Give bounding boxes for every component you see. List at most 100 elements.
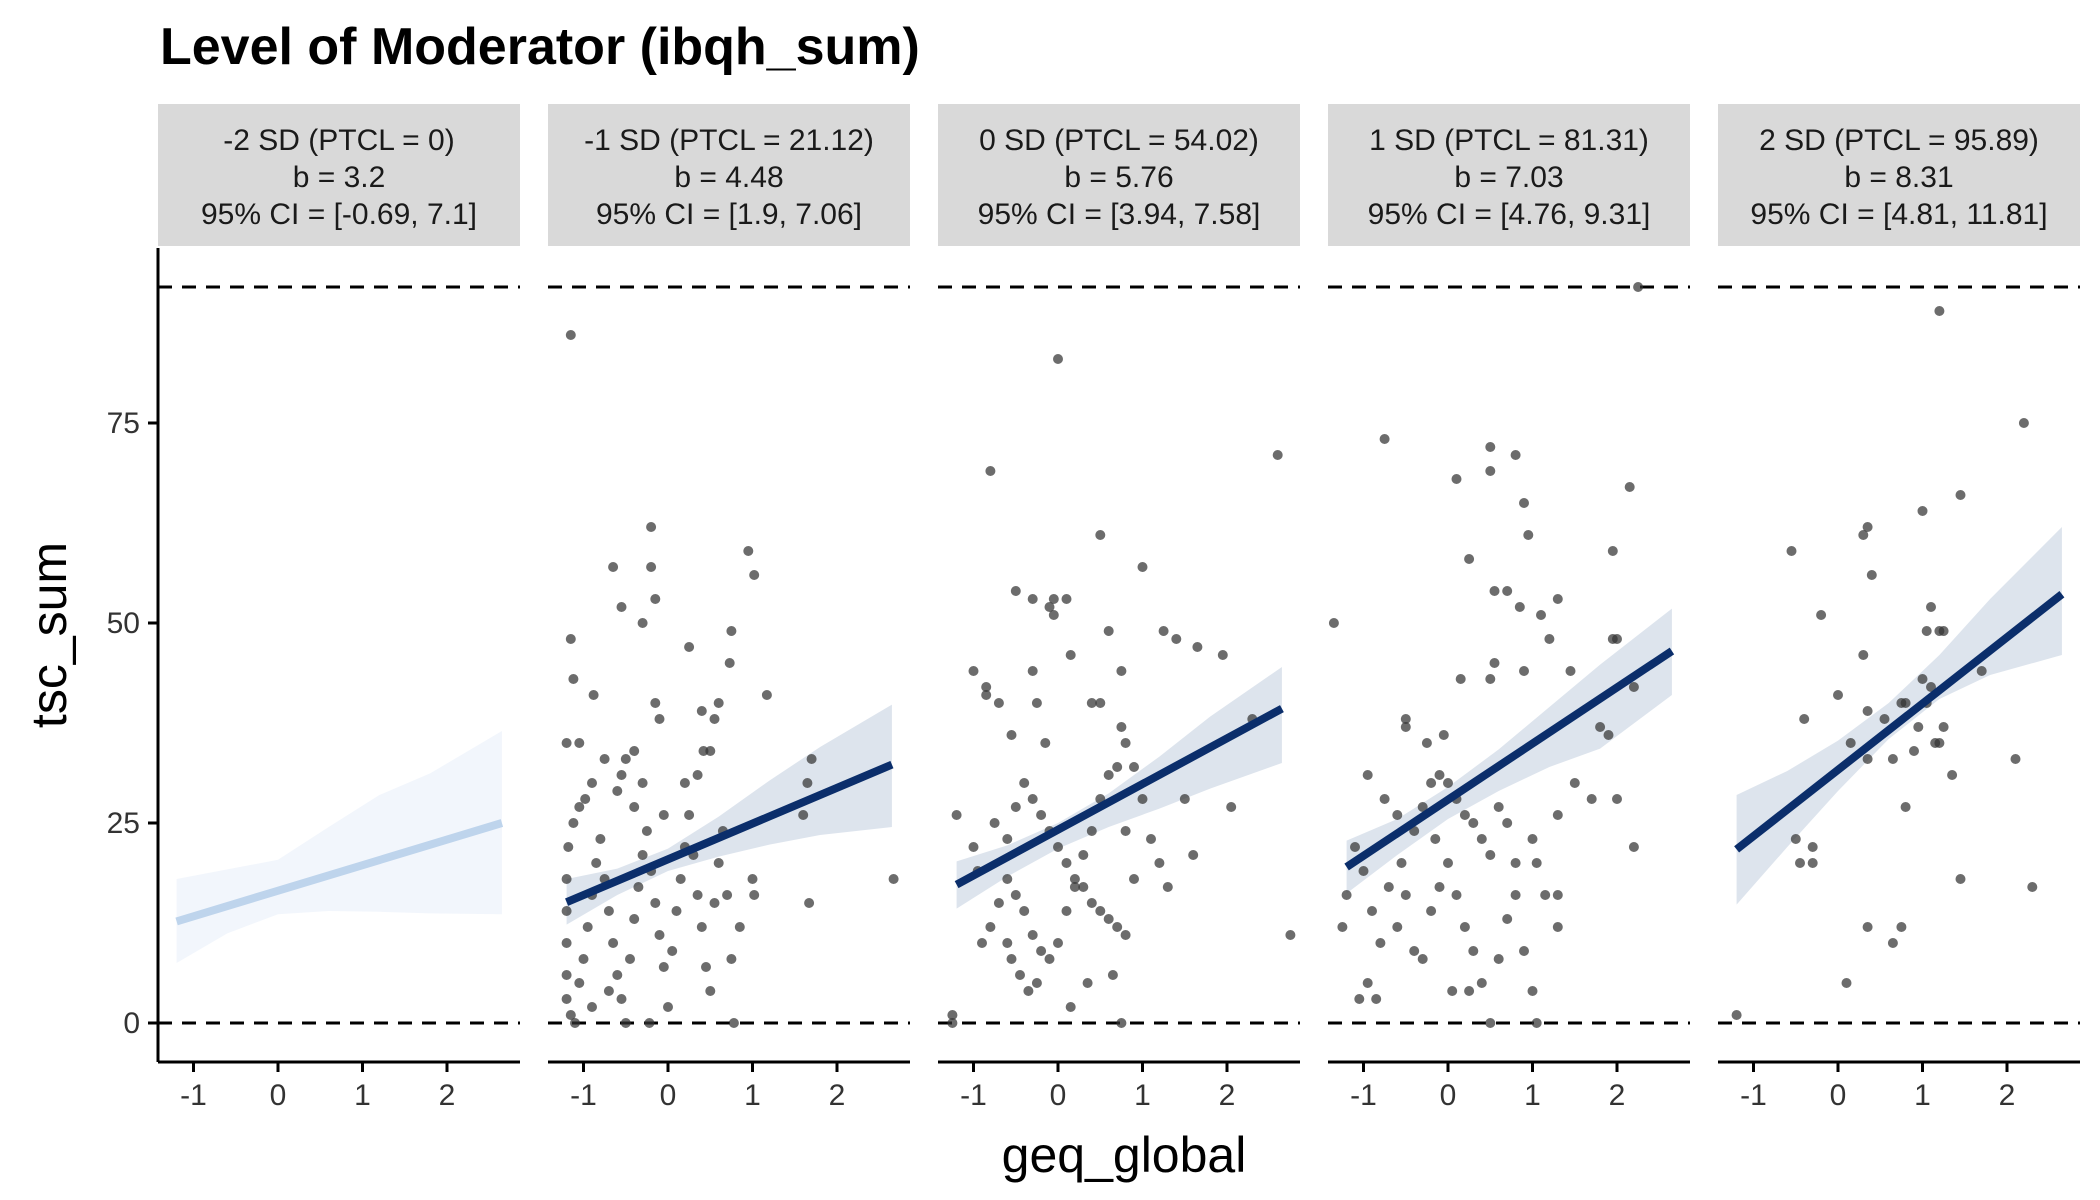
x-tick-label: 1 [1524, 1079, 1541, 1112]
data-point [667, 946, 678, 956]
data-point [1426, 778, 1437, 788]
x-tick-label: 2 [829, 1079, 846, 1112]
data-point [650, 698, 661, 708]
data-point [1417, 802, 1428, 812]
data-point [1120, 930, 1131, 940]
data-point [1633, 282, 1644, 292]
data-point [1086, 826, 1097, 836]
data-point [1078, 882, 1089, 892]
data-point [722, 890, 733, 900]
data-point [1337, 922, 1348, 932]
data-point [1536, 610, 1546, 620]
data-point [1493, 954, 1504, 964]
data-point [1095, 530, 1106, 540]
data-point [646, 562, 657, 572]
data-point [1002, 938, 1013, 948]
data-point [709, 714, 720, 724]
data-point [1116, 666, 1127, 676]
x-tick-label: -1 [960, 1079, 987, 1112]
data-point [1731, 1010, 1742, 1020]
x-tick-label: 0 [1830, 1079, 1847, 1112]
data-point [608, 562, 619, 572]
data-point [1171, 634, 1182, 644]
data-point [1502, 818, 1513, 828]
facet-strip [158, 104, 520, 246]
data-point [1027, 930, 1038, 940]
data-point [1527, 834, 1538, 844]
data-point [1443, 778, 1453, 788]
data-point [1862, 922, 1873, 932]
data-point [1523, 530, 1534, 540]
data-point [568, 674, 579, 684]
data-point [1438, 730, 1449, 740]
data-point [612, 970, 623, 980]
data-point [1447, 986, 1458, 996]
facet-strip [548, 104, 910, 246]
facet-strip-label: 2 SD (PTCL = 95.89) [1759, 124, 2039, 157]
data-point [1565, 666, 1576, 676]
data-point [1417, 954, 1428, 964]
data-point [1795, 858, 1805, 868]
data-point [1069, 882, 1080, 892]
data-point [701, 962, 711, 972]
data-point [1392, 810, 1403, 820]
data-point [1866, 570, 1877, 580]
data-point [1612, 634, 1622, 644]
data-point [749, 890, 760, 900]
data-point [1926, 602, 1936, 612]
data-point [1468, 946, 1479, 956]
data-point [1519, 946, 1529, 956]
data-point [1048, 594, 1059, 604]
y-tick-label: 50 [107, 607, 140, 640]
regression-line [175, 819, 504, 926]
data-point [1103, 626, 1114, 636]
data-point [1154, 858, 1165, 868]
data-point [1493, 802, 1504, 812]
data-point [1628, 842, 1639, 852]
data-point [1400, 722, 1411, 732]
x-tick-label: 2 [1609, 1079, 1626, 1112]
data-point [616, 994, 627, 1004]
data-point [1485, 466, 1496, 476]
data-point [1061, 594, 1072, 604]
data-point [1392, 922, 1403, 932]
data-point [1027, 594, 1038, 604]
chart-title: Level of Moderator (ibqh_sum) [160, 18, 920, 76]
x-tick-label: 0 [1440, 1079, 1457, 1112]
data-point [1120, 738, 1131, 748]
confidence-band [956, 667, 1282, 909]
confidence-band [176, 731, 502, 963]
data-point [1086, 698, 1097, 708]
data-point [1909, 746, 1919, 756]
data-point [947, 1018, 958, 1028]
x-tick-label: 2 [439, 1079, 456, 1112]
data-point [603, 986, 614, 996]
data-point [574, 802, 585, 812]
data-point [1400, 714, 1411, 724]
data-point [947, 1010, 958, 1020]
data-point [1485, 1018, 1496, 1028]
data-point [641, 826, 652, 836]
data-point [1489, 586, 1500, 596]
data-point [713, 698, 724, 708]
facet-strip-label: 95% CI = [4.81, 11.81] [1750, 198, 2047, 231]
facet-strip-label: -1 SD (PTCL = 21.12) [584, 124, 874, 157]
data-point [1226, 802, 1237, 812]
data-point [574, 978, 585, 988]
data-point [1129, 874, 1139, 884]
data-point [1069, 874, 1080, 884]
data-point [1502, 586, 1513, 596]
data-point [749, 570, 760, 580]
data-point [734, 922, 745, 932]
data-point [1790, 834, 1801, 844]
y-tick-label: 75 [107, 407, 140, 440]
data-point [1010, 802, 1021, 812]
data-point [1917, 674, 1928, 684]
data-point [633, 882, 644, 892]
data-point [1510, 450, 1521, 460]
data-point [1934, 306, 1945, 316]
data-point [1807, 858, 1818, 868]
x-tick-label: 1 [1914, 1079, 1931, 1112]
data-point [1006, 954, 1017, 964]
data-point [1485, 850, 1496, 860]
